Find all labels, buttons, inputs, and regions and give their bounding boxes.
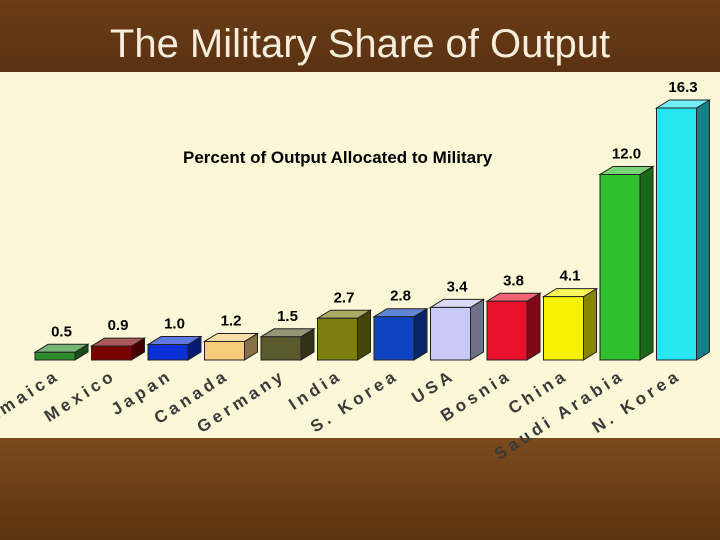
value-label-n-korea: 16.3: [668, 79, 697, 96]
bar-s-korea: [372, 307, 429, 361]
bar-n-korea: [654, 99, 712, 361]
bar-germany: [259, 327, 316, 361]
value-label-canada: 1.2: [221, 312, 242, 329]
value-label-saudi-arabia: 12.0: [612, 145, 641, 162]
value-label-usa: 3.4: [447, 278, 469, 295]
chart-title: Percent of Output Allocated to Military: [183, 148, 493, 167]
bar-japan: [146, 335, 203, 361]
bar-canada: [202, 332, 260, 361]
bar-china: [541, 287, 599, 361]
value-label-jamaica: 0.5: [51, 323, 72, 340]
value-label-india: 2.7: [334, 289, 355, 306]
bar-usa: [428, 298, 486, 361]
bar-india: [315, 309, 373, 361]
value-label-china: 4.1: [560, 268, 581, 285]
value-label-japan: 1.0: [164, 316, 185, 333]
bar-saudi-arabia: [598, 165, 655, 361]
bar-bosnia: [485, 292, 542, 361]
slide-title: The Military Share of Output: [109, 22, 611, 66]
value-label-mexico: 0.9: [108, 317, 129, 334]
footer-band: [0, 438, 720, 540]
bar-jamaica: [33, 343, 90, 361]
title-bar: [0, 0, 720, 72]
value-label-s-korea: 2.8: [390, 288, 411, 305]
value-label-bosnia: 3.8: [503, 272, 524, 289]
bar-mexico: [89, 337, 147, 361]
value-label-germany: 1.5: [277, 308, 298, 325]
